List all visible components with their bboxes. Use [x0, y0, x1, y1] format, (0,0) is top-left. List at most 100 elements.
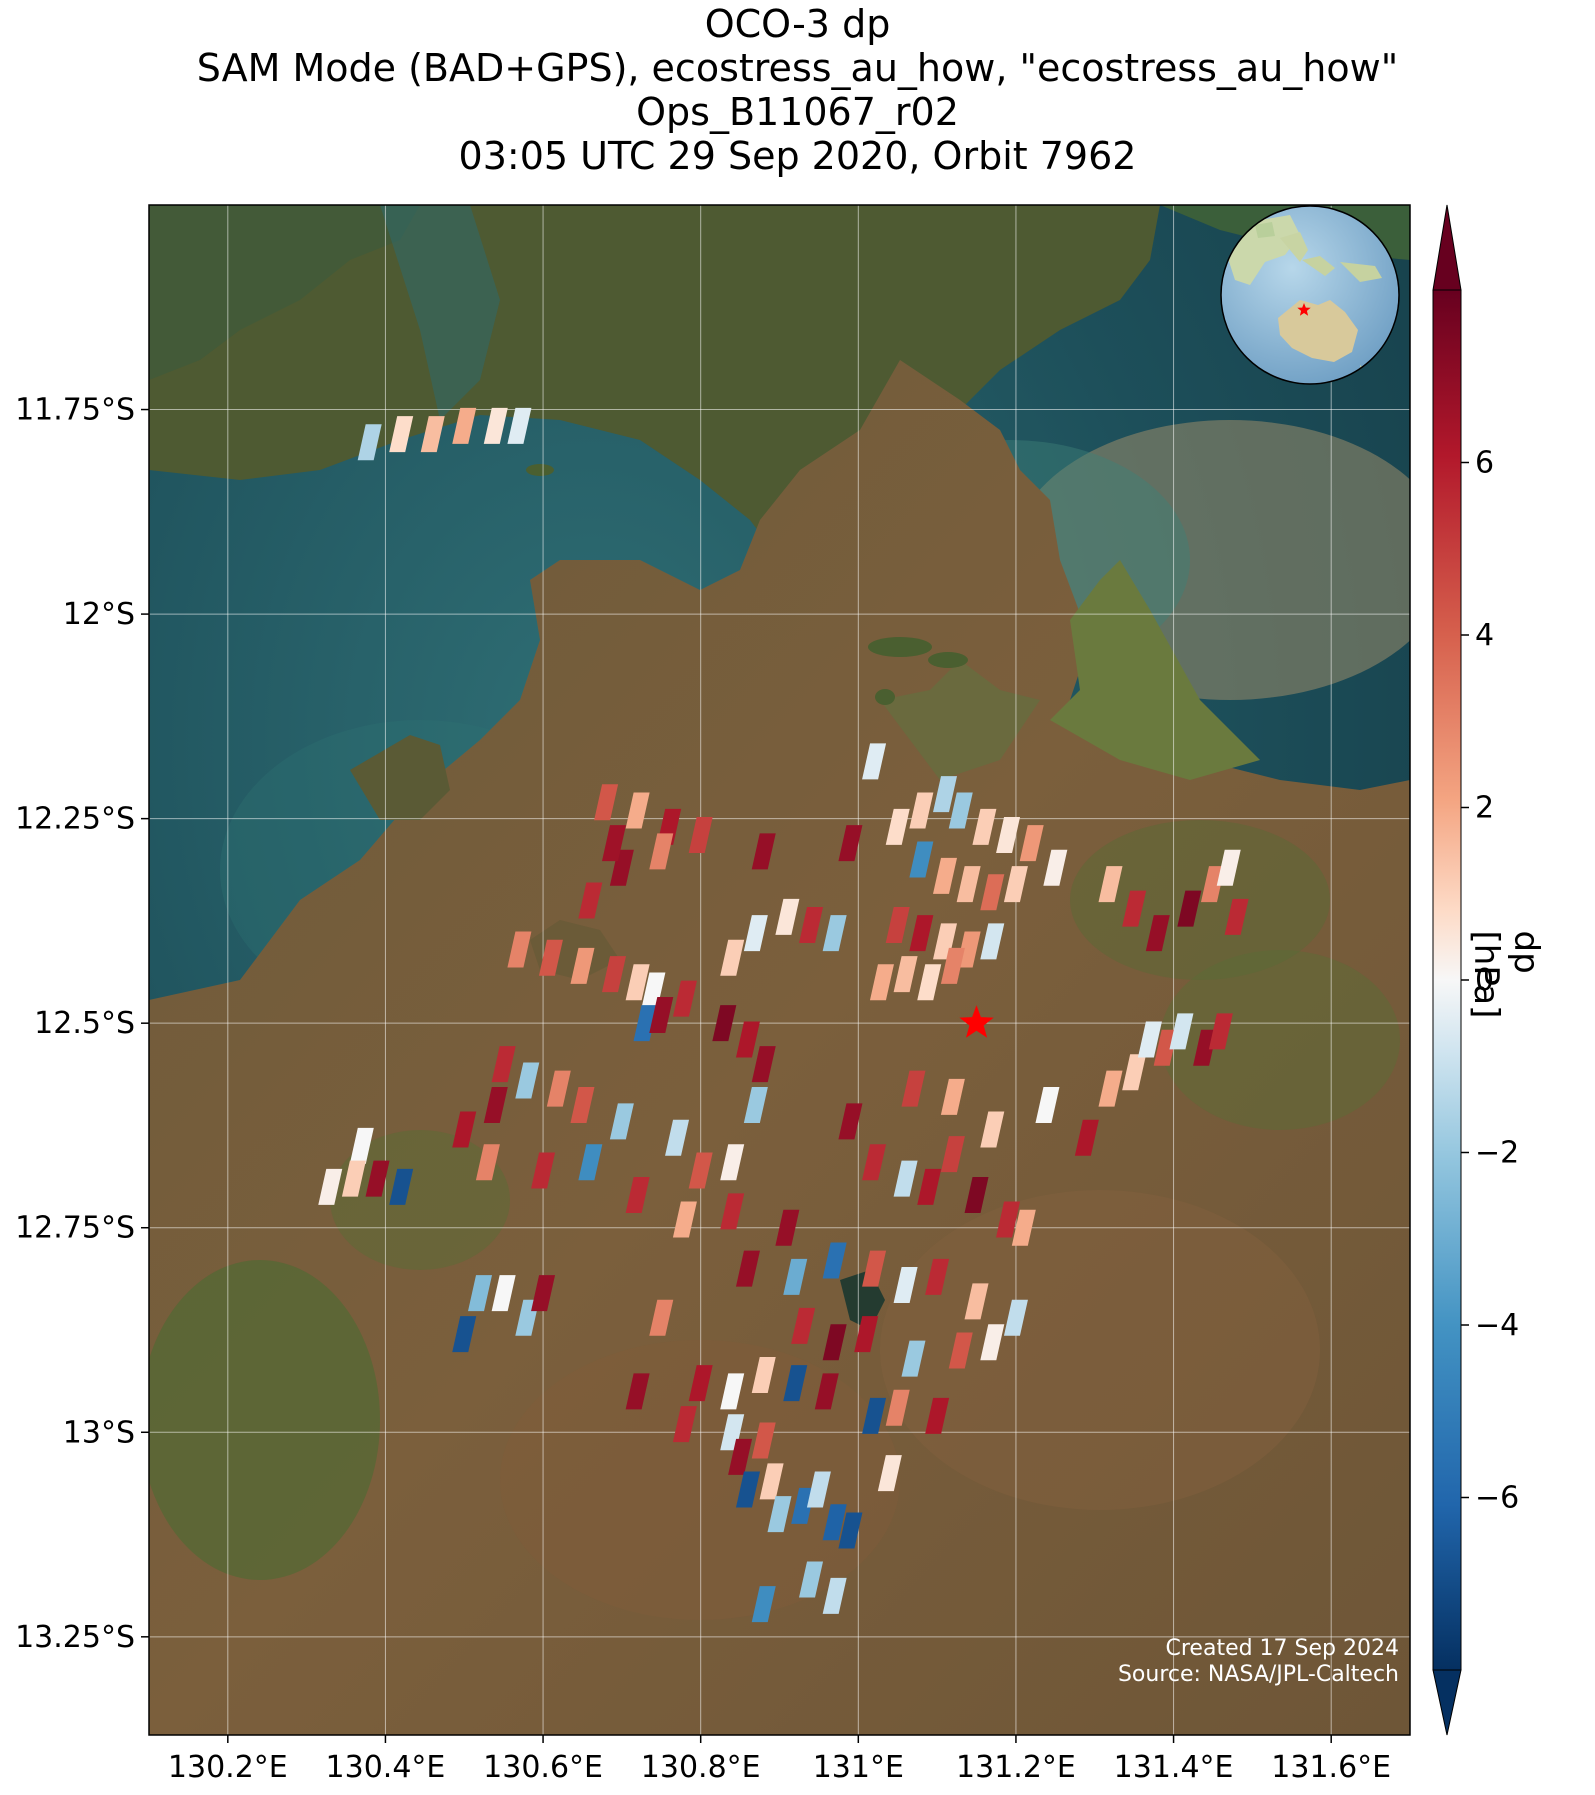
sounding-footprint: [625, 792, 650, 829]
lon-tick-label: 131.4°E: [1114, 1750, 1234, 1785]
sounding-footprint: [720, 1373, 745, 1410]
sounding-footprint: [1122, 1054, 1147, 1091]
sounding-footprint: [933, 857, 958, 894]
sounding-footprint: [940, 1078, 965, 1115]
sounding-footprint: [862, 743, 887, 780]
sounding-footprint: [491, 1046, 516, 1083]
sounding-footprint: [909, 841, 934, 878]
sounding-footprint: [799, 907, 824, 943]
sounding-footprint: [1224, 898, 1249, 935]
sounding-footprint: [531, 1152, 556, 1189]
sounding-footprint: [885, 1389, 910, 1426]
sounding-footprint: [578, 882, 603, 919]
sounding-footprint: [712, 1005, 737, 1042]
sounding-footprint: [791, 1307, 816, 1344]
sounding-footprint: [964, 1283, 989, 1320]
sounding-footprint: [735, 1021, 760, 1058]
sounding-footprint: [452, 1316, 477, 1353]
lat-tick-label: 12.75°S: [15, 1211, 135, 1246]
sounding-footprint: [996, 1201, 1021, 1238]
sounding-footprint: [862, 1144, 887, 1181]
sounding-footprint: [767, 1496, 792, 1533]
lon-axis: 130.2°E 130.4°E 130.6°E 130.8°E 131°E 131.2°E…: [168, 1735, 1391, 1785]
sounding-footprint: [475, 1144, 500, 1181]
colorbar-tick-label: 4: [1475, 618, 1494, 653]
sounding-footprint: [649, 833, 674, 870]
sounding-footprint: [672, 980, 697, 1017]
colorbar-gradient: [1433, 290, 1461, 1670]
sounding-footprint: [806, 1471, 831, 1508]
sounding-footprint: [751, 833, 776, 870]
colorbar-max-extend: [1432, 204, 1462, 291]
sounding-footprint: [743, 1087, 768, 1123]
sounding-footprint: [625, 1177, 650, 1213]
lon-tick-label: 130.4°E: [326, 1750, 446, 1785]
satellite-background: [149, 205, 1410, 1735]
sounding-footprint: [980, 874, 1005, 911]
sounding-footprint: [783, 1258, 808, 1295]
sounding-footprint: [601, 825, 626, 862]
sounding-footprint: [822, 1324, 847, 1361]
sounding-footprint: [1169, 1013, 1194, 1050]
sounding-footprint: [649, 997, 674, 1033]
inset-globe: [1220, 205, 1400, 385]
colorbar-tick-label: 0: [1475, 963, 1494, 998]
sounding-footprint: [728, 1438, 753, 1475]
sounding-footprint: [538, 939, 563, 976]
lon-tick-label: 131°E: [813, 1750, 904, 1785]
sounding-footprint: [688, 1152, 713, 1189]
sounding-footprint: [649, 1299, 674, 1336]
sounding-footprint: [751, 1422, 776, 1459]
sounding-footprint: [925, 1397, 950, 1434]
sounding-footprint: [1153, 1029, 1178, 1066]
sounding-footprint: [357, 424, 382, 461]
sounding-footprint: [917, 1168, 942, 1205]
map-title: OCO-3 dp: [704, 2, 891, 46]
colorbar-min-extend: [1432, 1669, 1462, 1736]
sounding-footprint: [940, 1136, 965, 1173]
credit-source: Source: NASA/JPL-Caltech: [1117, 1662, 1399, 1687]
sounding-footprint: [1145, 915, 1170, 952]
sounding-footprint: [1074, 1119, 1099, 1156]
sounding-footprint: [901, 1340, 926, 1377]
sounding-footprint: [688, 817, 713, 853]
colorbar-label: dp [hPa]: [1466, 930, 1546, 1019]
map-subtitle-version: Ops_B11067_r02: [636, 90, 959, 134]
sounding-footprint: [799, 1561, 824, 1598]
sounding-footprint: [735, 1471, 760, 1508]
sounding-footprint: [885, 808, 910, 845]
sounding-footprint: [1019, 825, 1044, 862]
sounding-footprint: [775, 1209, 800, 1246]
sounding-footprint: [1208, 1013, 1233, 1050]
sounding-footprint: [1035, 1087, 1060, 1123]
lon-tick-label: 130.2°E: [168, 1750, 288, 1785]
sounding-footprint: [735, 1250, 760, 1287]
sounding-footprint: [625, 964, 650, 1001]
sounding-footprint: [964, 1177, 989, 1213]
sounding-footprint: [1200, 866, 1225, 903]
sounding-footprint: [909, 792, 934, 829]
sounding-footprint: [341, 1160, 366, 1197]
colorbar-tick-label: −2: [1475, 1136, 1519, 1171]
sounding-footprint: [814, 1373, 839, 1410]
sounding-footprint: [917, 964, 942, 1001]
sounding-footprint: [570, 947, 595, 984]
sounding-footprint: [759, 1463, 784, 1500]
lon-tick-label: 130.6°E: [483, 1750, 603, 1785]
lat-tick-label: 11.75°S: [15, 393, 135, 428]
sounding-footprint: [783, 1365, 808, 1402]
sounding-footprint: [901, 1070, 926, 1107]
sounding-footprint: [688, 1365, 713, 1402]
sounding-footprint: [980, 1324, 1005, 1361]
sounding-footprint: [578, 1144, 603, 1181]
sounding-footprint: [507, 931, 532, 968]
sounding-footprint: [531, 1275, 556, 1312]
lat-tick-label: 12.5°S: [34, 1006, 135, 1041]
globe-target-star-icon: [1297, 303, 1311, 316]
lon-tick-label: 131.2°E: [956, 1750, 1076, 1785]
sounding-footprint: [893, 1267, 918, 1303]
sounding-footprint: [389, 416, 414, 453]
credit-created: Created 17 Sep 2024: [1165, 1636, 1400, 1661]
sounding-footprint: [822, 1242, 847, 1279]
sounding-footprint: [1011, 1209, 1036, 1246]
